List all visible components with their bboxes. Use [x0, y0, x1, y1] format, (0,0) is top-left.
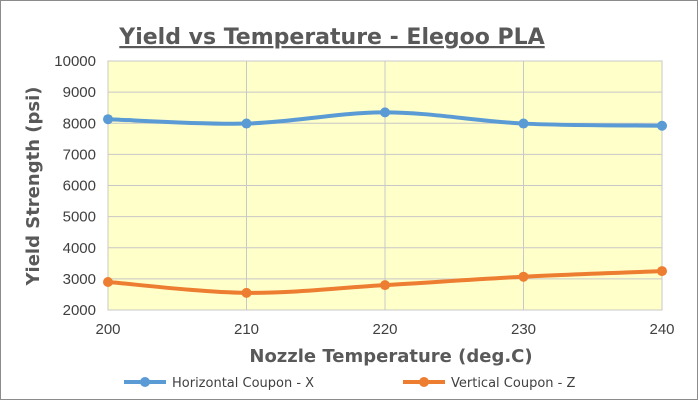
x-tick-label: 220	[372, 321, 397, 338]
data-point	[241, 118, 252, 129]
y-axis-title: Yield Strength (psi)	[23, 87, 44, 287]
y-tick-label: 5000	[63, 209, 96, 226]
y-tick-label: 9000	[63, 84, 96, 101]
data-point	[657, 266, 667, 277]
y-tick-label: 10000	[54, 53, 96, 70]
legend: Horizontal Coupon - X Vertical Coupon - Z	[124, 376, 575, 391]
y-tick-label: 6000	[63, 178, 96, 195]
data-point	[103, 276, 113, 287]
legend-marker	[419, 377, 429, 387]
legend-marker	[140, 377, 150, 387]
data-point	[518, 118, 529, 129]
legend-label: Vertical Coupon - Z	[451, 376, 575, 391]
y-tick-label: 4000	[63, 240, 96, 257]
x-axis-ticks: 200 210 220 230 240	[95, 321, 674, 338]
y-tick-label: 7000	[63, 146, 96, 163]
y-tick-label: 3000	[63, 271, 96, 288]
data-point	[103, 114, 113, 125]
data-point	[380, 280, 390, 291]
series-layer	[103, 107, 667, 298]
y-axis-ticks: 2000 3000 4000 5000 6000 7000 8000 9000 10000	[54, 53, 96, 319]
data-point	[380, 107, 390, 118]
y-tick-label: 8000	[63, 115, 96, 132]
x-tick-label: 240	[649, 321, 674, 338]
x-tick-label: 210	[234, 321, 259, 338]
x-axis-title: Nozzle Temperature (deg.C)	[249, 346, 532, 367]
x-tick-label: 230	[511, 321, 536, 338]
data-point	[241, 287, 252, 298]
chart-title: Yield vs Temperature - Elegoo PLA	[118, 25, 544, 50]
x-tick-label: 200	[95, 321, 120, 338]
data-point	[518, 271, 529, 282]
data-point	[657, 120, 667, 131]
legend-label: Horizontal Coupon - X	[172, 376, 314, 391]
y-tick-label: 2000	[63, 302, 96, 319]
